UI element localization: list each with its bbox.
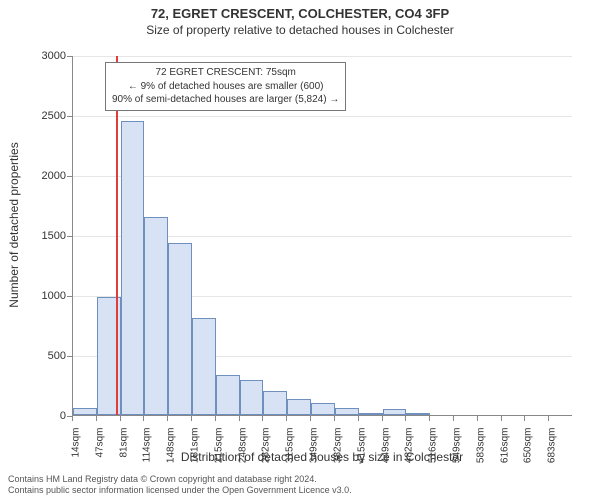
bar (311, 403, 335, 415)
y-tick (67, 176, 72, 177)
y-tick-label: 0 (10, 410, 66, 422)
x-tick (72, 416, 73, 421)
page-title: 72, EGRET CRESCENT, COLCHESTER, CO4 3FP (0, 0, 600, 21)
bar (287, 399, 311, 415)
annotation-line: 90% of semi-detached houses are larger (… (112, 93, 339, 107)
x-tick (167, 416, 168, 421)
y-tick (67, 296, 72, 297)
gridline (73, 56, 572, 57)
x-tick (477, 416, 478, 421)
x-tick (453, 416, 454, 421)
bar (216, 375, 240, 415)
chart-subtitle: Size of property relative to detached ho… (0, 21, 600, 41)
y-tick-label: 500 (10, 350, 66, 362)
chart-container: 72, EGRET CRESCENT, COLCHESTER, CO4 3FP … (0, 0, 600, 500)
y-tick (67, 116, 72, 117)
x-tick (405, 416, 406, 421)
x-tick (239, 416, 240, 421)
y-tick-label: 1000 (10, 290, 66, 302)
bar (263, 391, 287, 415)
bar (121, 121, 145, 415)
x-tick (215, 416, 216, 421)
y-tick-label: 3000 (10, 50, 66, 62)
x-tick (429, 416, 430, 421)
x-tick (286, 416, 287, 421)
annotation-line: 72 EGRET CRESCENT: 75sqm (112, 66, 339, 80)
bar (73, 408, 97, 415)
x-tick (143, 416, 144, 421)
bar (240, 380, 264, 415)
y-axis-label: Number of detached properties (7, 142, 21, 307)
y-tick (67, 356, 72, 357)
footer-line: Contains public sector information licen… (8, 485, 352, 496)
bar (335, 408, 359, 415)
x-tick (262, 416, 263, 421)
bar (192, 318, 216, 415)
y-tick-label: 1500 (10, 230, 66, 242)
y-tick (67, 56, 72, 57)
bar (144, 217, 168, 415)
footer: Contains HM Land Registry data © Crown c… (8, 474, 352, 497)
y-tick-label: 2500 (10, 110, 66, 122)
x-tick (120, 416, 121, 421)
x-tick (334, 416, 335, 421)
gridline (73, 176, 572, 177)
x-tick (358, 416, 359, 421)
x-tick (191, 416, 192, 421)
bar (359, 413, 383, 415)
bar (406, 413, 430, 415)
footer-line: Contains HM Land Registry data © Crown c… (8, 474, 352, 485)
y-tick-label: 2000 (10, 170, 66, 182)
x-tick (310, 416, 311, 421)
x-tick (501, 416, 502, 421)
bar (168, 243, 192, 415)
x-tick (548, 416, 549, 421)
x-tick (382, 416, 383, 421)
annotation-line: ← 9% of detached houses are smaller (600… (112, 80, 339, 94)
y-tick (67, 236, 72, 237)
x-axis-label: Distribution of detached houses by size … (72, 450, 572, 464)
x-tick (524, 416, 525, 421)
gridline (73, 116, 572, 117)
annotation-box: 72 EGRET CRESCENT: 75sqm ← 9% of detache… (105, 62, 346, 111)
bar (383, 409, 407, 415)
x-tick (96, 416, 97, 421)
